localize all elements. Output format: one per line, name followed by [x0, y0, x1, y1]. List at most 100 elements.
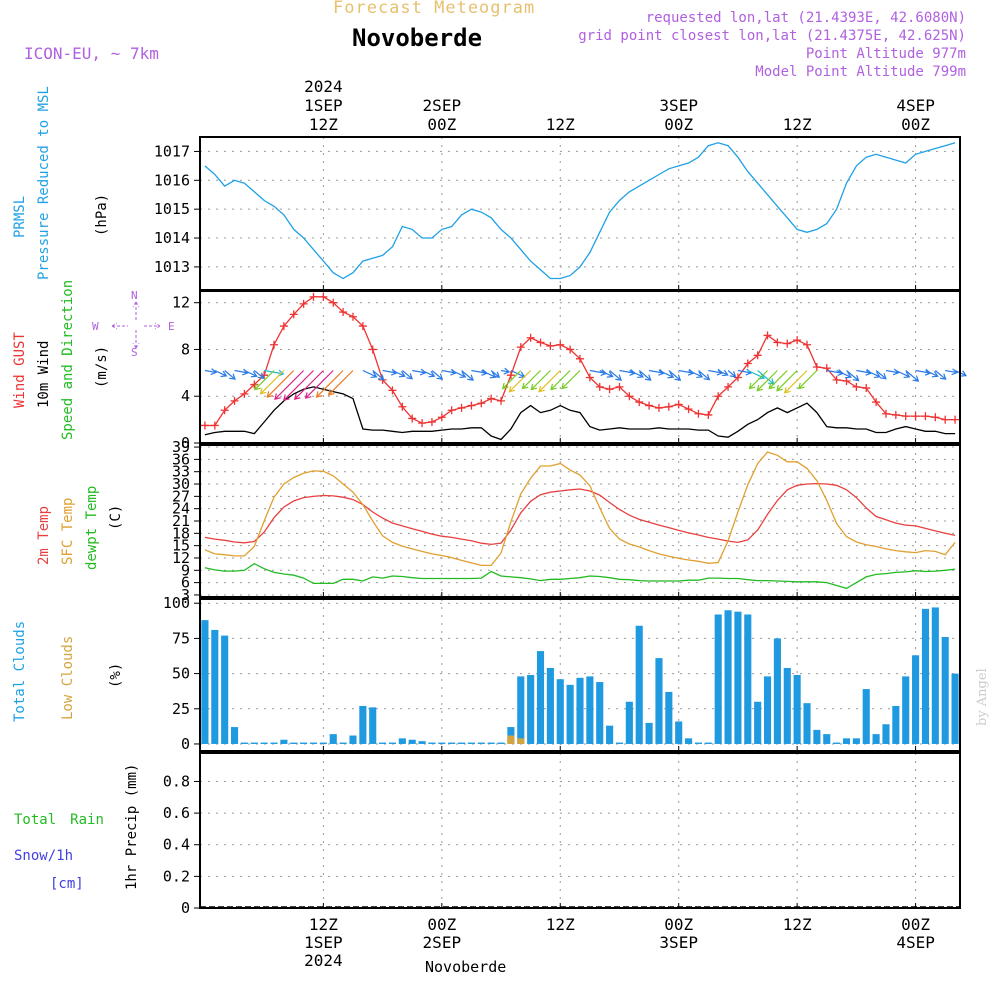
- wind-arrow: [204, 368, 218, 376]
- wind-arrow: [500, 367, 511, 375]
- gust-marker: [743, 359, 752, 368]
- label-percent: (%): [108, 663, 124, 688]
- model-altitude: Model Point Altitude 799m: [755, 64, 966, 80]
- gust-marker: [339, 308, 348, 317]
- wind-arrow: [895, 369, 911, 379]
- gust-marker: [872, 398, 881, 407]
- cloud-bar: [763, 676, 772, 744]
- gust-marker: [911, 412, 920, 421]
- wind-arrow: [461, 370, 474, 381]
- bottom-time-label: 2024: [304, 951, 343, 970]
- wind-arrow: [234, 368, 249, 376]
- wind-arrow: [945, 368, 959, 376]
- compass-e: E: [168, 320, 175, 333]
- gust-marker: [852, 382, 861, 391]
- chart-subtitle: Forecast Meteogram: [333, 0, 536, 18]
- cloud-bar: [931, 607, 939, 744]
- ytick-label: 1017: [154, 142, 190, 160]
- cloud-bar: [388, 742, 397, 744]
- ytick-label: 36: [172, 450, 190, 468]
- text-layer: PRMSL Pressure Reduced to MSL (hPa) Wind…: [12, 77, 990, 970]
- gust-marker: [763, 331, 772, 340]
- cloud-bar: [734, 611, 742, 744]
- wind-arrow: [836, 369, 852, 379]
- gust-marker: [881, 409, 890, 418]
- cloud-bar: [773, 638, 781, 744]
- model-label: ICON-EU, ~ 7km: [24, 44, 159, 63]
- gust-marker: [437, 413, 446, 422]
- cloud-bar: [329, 734, 337, 744]
- wind-arrow: [885, 368, 900, 376]
- ytick-label: 25: [172, 700, 190, 718]
- cloud-bar: [408, 739, 416, 744]
- wind-arrow: [304, 370, 334, 399]
- gust-marker: [842, 377, 851, 386]
- gust-marker: [704, 410, 713, 419]
- gust-marker: [803, 340, 812, 349]
- label-snow-1h: Snow/1h: [14, 848, 73, 864]
- label-low-clouds: Low Clouds: [60, 636, 76, 720]
- gust-marker: [230, 396, 239, 405]
- cloud-bar: [625, 701, 633, 744]
- wind-arrow: [451, 369, 467, 379]
- grid-layer: [200, 137, 960, 909]
- label-total-clouds: Total Clouds: [12, 621, 28, 722]
- cloud-bar: [497, 742, 505, 744]
- wind-arrow: [748, 370, 768, 390]
- wind-arrow: [421, 369, 436, 378]
- ytick-label: 27: [172, 487, 190, 505]
- wind-arrow: [266, 370, 295, 398]
- gust-marker: [408, 414, 417, 423]
- requested-coords: requested lon,lat (21.4393E, 42.6080N): [645, 10, 966, 26]
- gust-marker: [329, 298, 338, 307]
- cloud-bar: [655, 658, 663, 744]
- series-line: [204, 142, 956, 280]
- gust-marker: [467, 401, 476, 410]
- bottom-time-label: 3SEP: [659, 933, 698, 952]
- wind-arrow: [244, 369, 258, 378]
- cloud-bar: [842, 738, 851, 744]
- location-title: Novoberde: [352, 24, 483, 52]
- wind-arrow: [490, 370, 501, 379]
- ytick-label: 18: [172, 524, 190, 542]
- gust-marker: [585, 373, 594, 382]
- gust-marker: [457, 403, 466, 412]
- cloud-bar: [744, 614, 752, 744]
- cloud-bar: [448, 742, 456, 744]
- cloud-bar: [675, 721, 683, 744]
- cloud-bar: [793, 675, 801, 744]
- gust-marker: [635, 398, 644, 407]
- gridpoint-coords: grid point closest lon,lat (21.4375E, 42…: [578, 28, 966, 44]
- gust-marker: [773, 338, 782, 347]
- cloud-bar: [704, 742, 712, 744]
- gust-marker: [783, 339, 792, 348]
- ytick-label: 12: [172, 549, 190, 567]
- bottom-time-label: 4SEP: [896, 933, 935, 952]
- wind-arrow: [846, 370, 860, 382]
- gust-marker: [418, 419, 427, 428]
- cloud-bar: [833, 742, 841, 744]
- top-time-label: 00Z: [664, 115, 693, 134]
- top-time-label: 1SEP: [304, 96, 343, 115]
- low-cloud-bar: [507, 735, 515, 744]
- cloud-bar: [852, 738, 860, 744]
- top-time-label: 12Z: [309, 115, 338, 134]
- cloud-bar: [517, 676, 525, 744]
- gust-marker: [615, 382, 624, 391]
- cloud-bar: [586, 676, 594, 744]
- cloud-bar: [941, 637, 949, 744]
- compass-w: W: [92, 320, 99, 333]
- wind-arrow: [934, 370, 947, 380]
- wind-arrow: [905, 370, 920, 382]
- ytick-label: 30: [172, 475, 190, 493]
- gust-marker: [793, 336, 802, 345]
- bottom-time-label: 00Z: [901, 915, 930, 934]
- ytick-label: 3: [181, 586, 190, 604]
- gust-marker: [674, 400, 683, 409]
- gust-marker: [220, 406, 229, 415]
- wind-arrow: [658, 369, 675, 379]
- cloud-bar: [280, 739, 288, 744]
- gust-marker: [556, 340, 565, 349]
- gust-marker: [753, 351, 762, 360]
- bottom-time-label: 00Z: [664, 915, 693, 934]
